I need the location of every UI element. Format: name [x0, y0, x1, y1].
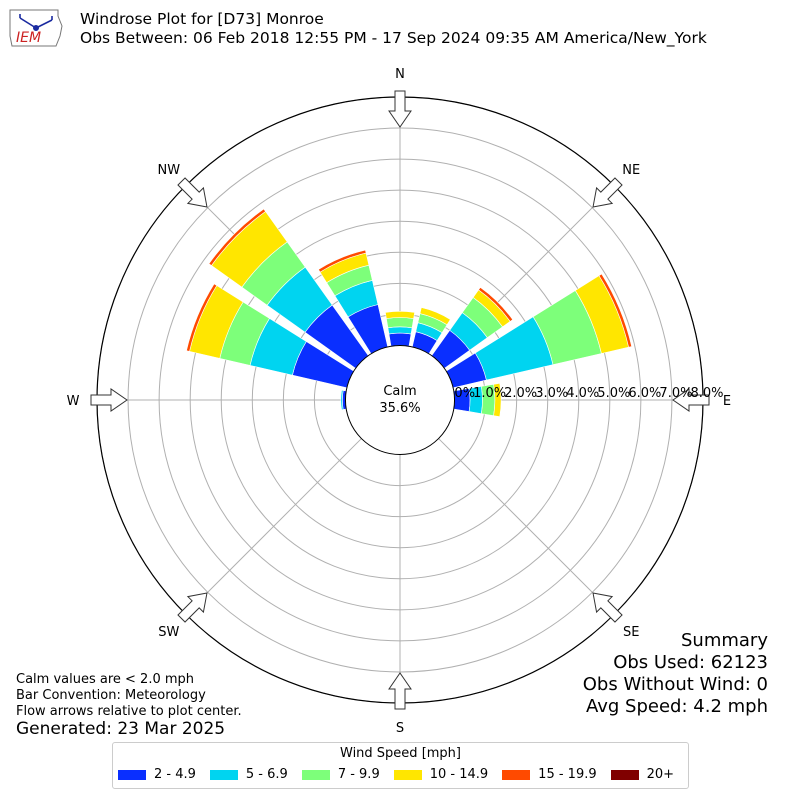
notes-block: Calm values are < 2.0 mph Bar Convention… — [16, 672, 242, 720]
summary-block: Summary Obs Used: 62123 Obs Without Wind… — [583, 630, 768, 718]
title-line-1: Windrose Plot for [D73] Monroe — [80, 10, 324, 28]
windrose-bar-nne-bin4 — [419, 307, 451, 326]
summary-obs-without-wind: Obs Without Wind: 0 — [582, 674, 768, 695]
grid-spoke — [438, 438, 615, 615]
legend-label: 10 - 14.9 — [429, 767, 489, 782]
windrose-bar-ne-bin5 — [478, 286, 514, 322]
legend-label: 7 - 9.9 — [337, 767, 380, 782]
legend-item: 2 - 4.9 — [118, 767, 196, 782]
windrose-bar-nw-bin5 — [208, 208, 266, 266]
legend-item: 7 - 9.9 — [301, 767, 380, 782]
generated-date: Generated: 23 Mar 2025 — [16, 719, 226, 739]
direction-label-ne: NE — [622, 163, 640, 178]
summary-obs-used: Obs Used: 62123 — [613, 652, 768, 673]
radial-label: 3.0% — [535, 386, 568, 401]
windrose-bar-n-bin4 — [385, 310, 415, 319]
flow-arrows — [90, 90, 710, 710]
legend-item: 20+ — [610, 767, 675, 782]
flow-arrow-w — [90, 388, 128, 412]
direction-label-w: W — [67, 394, 80, 409]
windrose-bar-wnw-bin5 — [186, 283, 218, 352]
direction-label-sw: SW — [158, 625, 179, 640]
grid-spoke — [185, 438, 362, 615]
legend-swatch — [610, 769, 639, 780]
radial-label: 6.0% — [628, 386, 661, 401]
flow-arrow-e — [672, 388, 710, 412]
legend-label: 2 - 4.9 — [154, 767, 196, 782]
legend-swatch — [502, 769, 531, 780]
direction-labels: N NE E SE S SW W NW — [67, 67, 732, 736]
legend-label: 20+ — [646, 767, 675, 782]
radial-labels: 0.0%1.0%2.0%3.0%4.0%5.0%6.0%7.0%8.0% — [442, 386, 723, 401]
flow-arrow-n — [388, 90, 412, 128]
logo-text: IEM — [16, 30, 41, 46]
legend: Wind Speed [mph] 2 - 4.9 5 - 6.9 7 - 9.9 10… — [112, 742, 689, 789]
note-flow-arrows: Flow arrows relative to plot center. — [16, 704, 242, 719]
calm-label: Calm — [383, 384, 416, 399]
direction-label-s: S — [396, 721, 404, 736]
flow-arrow-s — [388, 672, 412, 710]
direction-label-nw: NW — [157, 163, 180, 178]
legend-label: 15 - 19.9 — [538, 767, 597, 782]
windrose-bar-n-bin2 — [387, 326, 413, 335]
legend-swatch — [393, 769, 422, 780]
title-line-2: Obs Between: 06 Feb 2018 12:55 PM - 17 S… — [80, 29, 707, 47]
flow-arrow-sw — [177, 592, 208, 623]
legend-item: 10 - 14.9 — [393, 767, 489, 782]
legend-item: 15 - 19.9 — [502, 767, 597, 782]
radial-label: 4.0% — [566, 386, 599, 401]
calm-circle — [344, 344, 456, 456]
windrose-bar-n-bin1 — [388, 332, 412, 347]
radial-label: 2.0% — [504, 386, 537, 401]
summary-avg-speed: Avg Speed: 4.2 mph — [586, 696, 768, 717]
windrose-bar-w-bin2 — [340, 389, 344, 411]
legend-items: 2 - 4.9 5 - 6.9 7 - 9.9 10 - 14.9 15 - 19.9 2… — [118, 767, 688, 782]
chart-title: Windrose Plot for [D73] Monroe Obs Betwe… — [80, 10, 707, 48]
windrose-bar-nnw-bin5 — [318, 249, 367, 273]
note-calm: Calm values are < 2.0 mph — [16, 672, 195, 687]
direction-label-e: E — [723, 394, 731, 409]
calm-value: 35.6% — [379, 401, 420, 416]
radial-label: 1.0% — [473, 386, 506, 401]
windrose-bar-e-bin4 — [493, 382, 502, 418]
flow-arrow-nw — [177, 177, 208, 208]
windrose-bars — [186, 208, 633, 418]
note-bar-convention: Bar Convention: Meteorology — [16, 688, 206, 703]
legend-swatch — [118, 769, 146, 780]
legend-swatch — [209, 769, 238, 780]
legend-item: 5 - 6.9 — [209, 767, 288, 782]
flow-arrow-se — [592, 592, 623, 623]
legend-title: Wind Speed [mph] — [340, 746, 461, 761]
legend-swatch — [301, 769, 330, 780]
iem-logo: IEM — [6, 6, 64, 52]
windrose-bar-ene-bin5 — [598, 273, 633, 348]
summary-heading: Summary — [681, 630, 768, 651]
flow-arrow-ne — [592, 177, 623, 208]
windrose-bar-n-bin3 — [386, 317, 414, 329]
radial-label: 7.0% — [659, 386, 692, 401]
legend-label: 5 - 6.9 — [245, 767, 288, 782]
direction-label-n: N — [395, 67, 405, 82]
direction-label-se: SE — [623, 625, 639, 640]
radial-label: 8.0% — [690, 386, 723, 401]
radial-label: 5.0% — [597, 386, 630, 401]
